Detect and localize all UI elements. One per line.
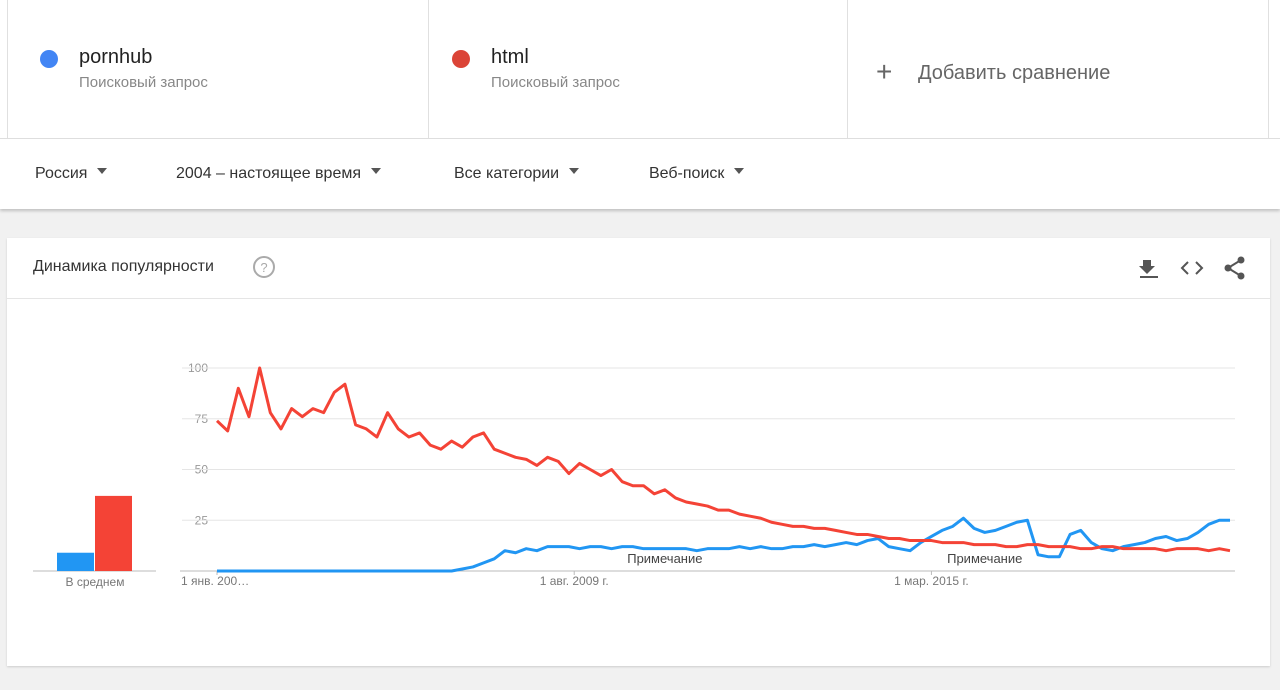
add-label: Добавить сравнение: [918, 62, 1111, 84]
filter[interactable]: Россия: [35, 165, 107, 183]
term-name: pornhub: [79, 46, 153, 68]
term-type: Поисковый запрос: [491, 74, 620, 91]
series-line: [217, 516, 1230, 573]
avg-bar: [95, 495, 132, 571]
embed-icon[interactable]: [1179, 256, 1205, 280]
term[interactable]: pornhub Поисковый запрос: [7, 0, 429, 138]
divider: [7, 298, 1270, 299]
term-dot: [452, 50, 470, 68]
x-tick-label: 1 янв. 200…: [181, 574, 249, 588]
filter[interactable]: Все категории: [454, 165, 579, 183]
add-compare[interactable]: + Добавить сравнение: [848, 0, 1269, 138]
help-icon[interactable]: ?: [253, 255, 277, 279]
card: Динамика популярности ?: [7, 238, 1270, 666]
avg-bar: [57, 552, 94, 571]
filter[interactable]: Веб-поиск: [649, 165, 744, 183]
plus-icon: +: [876, 56, 893, 87]
series-line: [215, 366, 1231, 553]
term-type: Поисковый запрос: [79, 74, 208, 91]
term-dot: [40, 50, 58, 68]
filters: Россия 2004 – настоящее время Все катего…: [0, 139, 1280, 209]
header: pornhub Поисковый запрос html Поисковый …: [0, 0, 1280, 139]
term[interactable]: html Поисковый запрос: [428, 0, 848, 138]
annotation: Примечание: [627, 551, 702, 566]
share-icon[interactable]: [1223, 255, 1247, 281]
annotation: Примечание: [947, 551, 1022, 566]
svg-text:?: ?: [260, 260, 267, 275]
download-icon[interactable]: [1137, 256, 1161, 280]
avg-label: В среднем: [66, 575, 125, 589]
term-name: html: [491, 46, 529, 68]
x-tick-label: 1 мар. 2015 г.: [894, 574, 969, 588]
x-tick-label: 1 авг. 2009 г.: [540, 574, 609, 588]
card-title: Динамика популярности: [33, 258, 214, 275]
filter[interactable]: 2004 – настоящее время: [176, 165, 381, 183]
